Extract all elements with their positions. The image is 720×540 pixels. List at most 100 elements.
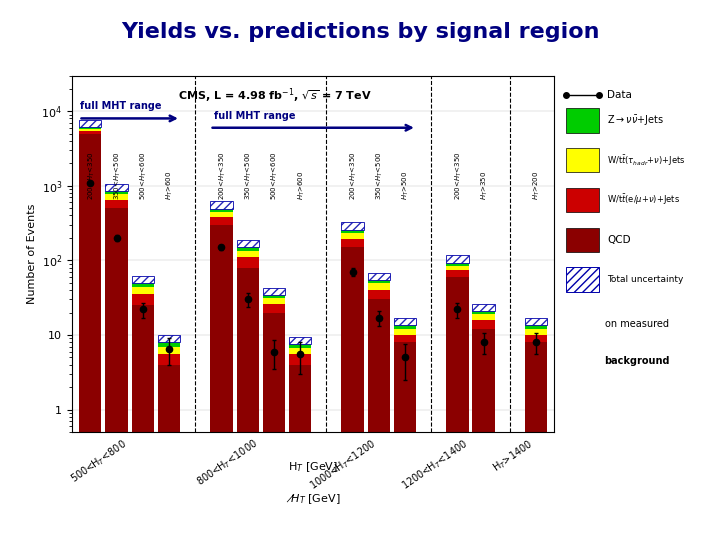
Bar — [566, 188, 599, 212]
Bar — [566, 148, 599, 172]
Text: CMS, L = 4.98 fb$^{-1}$, $\sqrt{s}$ = 7 TeV: CMS, L = 4.98 fb$^{-1}$, $\sqrt{s}$ = 7 … — [178, 86, 372, 105]
Bar — [525, 318, 547, 325]
Text: 350<$\mathit{H}_T$<500: 350<$\mathit{H}_T$<500 — [113, 152, 123, 200]
Bar — [472, 303, 495, 311]
Text: Data: Data — [607, 90, 632, 99]
Y-axis label: Number of Events: Number of Events — [27, 204, 37, 304]
Text: QCD: QCD — [607, 235, 631, 245]
Bar — [341, 230, 364, 233]
Text: on measured: on measured — [606, 320, 669, 329]
Bar — [566, 228, 599, 252]
Bar — [394, 342, 416, 540]
Bar — [263, 288, 285, 295]
Text: 200<$\mathit{H}_T$<350: 200<$\mathit{H}_T$<350 — [454, 152, 464, 200]
Bar — [368, 290, 390, 299]
Bar — [236, 251, 258, 257]
Bar — [236, 268, 258, 540]
Bar — [446, 263, 469, 266]
Bar — [236, 257, 258, 268]
Bar — [105, 191, 127, 194]
Bar — [368, 284, 390, 290]
Bar — [394, 318, 416, 325]
Bar — [341, 247, 364, 540]
Bar — [566, 109, 599, 133]
Bar — [79, 120, 102, 127]
Bar — [566, 267, 599, 292]
Bar — [132, 294, 154, 305]
Text: 200<$\mathit{H}_T$<350: 200<$\mathit{H}_T$<350 — [348, 152, 359, 200]
Bar — [289, 364, 311, 540]
Text: 350<$\mathit{H}_T$<500: 350<$\mathit{H}_T$<500 — [375, 152, 385, 200]
Bar — [132, 287, 154, 294]
Text: 500<$\mathit{H}_T$<600: 500<$\mathit{H}_T$<600 — [139, 152, 149, 200]
Bar — [79, 127, 102, 129]
Bar — [368, 273, 390, 280]
Bar — [263, 295, 285, 298]
Text: 200<$\mathit{H}_T$<350: 200<$\mathit{H}_T$<350 — [86, 152, 96, 200]
Bar — [289, 348, 311, 354]
Bar — [158, 364, 180, 540]
Text: $\not\!\!H_{T}$ [GeV]: $\not\!\!H_{T}$ [GeV] — [286, 491, 341, 506]
Text: W/t$\bar{t}$($\tau_{hadr}$+$\nu$)+Jets: W/t$\bar{t}$($\tau_{hadr}$+$\nu$)+Jets — [607, 153, 685, 167]
Bar — [105, 200, 127, 208]
Bar — [236, 247, 258, 251]
Bar — [105, 184, 127, 191]
Text: $\mathit{H}_T$>200: $\mathit{H}_T$>200 — [532, 171, 542, 200]
Text: 350<$\mathit{H}_T$<500: 350<$\mathit{H}_T$<500 — [244, 152, 254, 200]
Bar — [158, 335, 180, 342]
Text: $\mathit{H}_T$>600: $\mathit{H}_T$>600 — [165, 171, 176, 200]
Text: H$_{T}$ [GeV]: H$_{T}$ [GeV] — [288, 460, 338, 474]
Text: 200<$\mathit{H}_T$<350: 200<$\mathit{H}_T$<350 — [217, 152, 228, 200]
Bar — [394, 335, 416, 342]
Bar — [263, 298, 285, 304]
Text: $\mathit{H}_T$>500: $\mathit{H}_T$>500 — [401, 171, 411, 200]
Bar — [525, 325, 547, 329]
Bar — [472, 314, 495, 320]
Bar — [446, 277, 469, 540]
Bar — [158, 342, 180, 347]
Text: Total uncertainty: Total uncertainty — [607, 275, 683, 284]
Text: W/t$\bar{t}$(e/$\mu$+$\nu$)+Jets: W/t$\bar{t}$(e/$\mu$+$\nu$)+Jets — [607, 193, 680, 207]
Bar — [263, 304, 285, 313]
Bar — [525, 329, 547, 335]
Text: Yields vs. predictions by signal region: Yields vs. predictions by signal region — [121, 22, 599, 43]
Bar — [210, 225, 233, 540]
Bar — [132, 305, 154, 540]
Bar — [446, 255, 469, 263]
Bar — [472, 329, 495, 540]
Bar — [236, 240, 258, 247]
Bar — [446, 266, 469, 269]
Bar — [525, 342, 547, 540]
Bar — [289, 345, 311, 348]
Bar — [394, 329, 416, 335]
Text: $\mathit{H}_T$>600: $\mathit{H}_T$>600 — [297, 171, 307, 200]
Bar — [394, 325, 416, 329]
Bar — [79, 131, 102, 133]
Text: background: background — [605, 356, 670, 366]
Bar — [368, 299, 390, 540]
Bar — [289, 354, 311, 364]
Text: 500<$\mathit{H}_T$<600: 500<$\mathit{H}_T$<600 — [270, 152, 280, 200]
Bar — [210, 208, 233, 212]
Text: full MHT range: full MHT range — [80, 101, 161, 111]
Bar — [210, 212, 233, 217]
Bar — [368, 280, 390, 284]
Bar — [210, 201, 233, 208]
Bar — [446, 269, 469, 277]
Bar — [341, 222, 364, 230]
Bar — [472, 320, 495, 329]
Bar — [105, 194, 127, 200]
Bar — [472, 311, 495, 314]
Bar — [158, 354, 180, 364]
Bar — [341, 239, 364, 247]
Bar — [132, 283, 154, 287]
Bar — [263, 313, 285, 540]
Bar — [289, 337, 311, 345]
Bar — [79, 133, 102, 540]
Bar — [525, 335, 547, 342]
Text: full MHT range: full MHT range — [214, 111, 295, 120]
Text: Z$\rightarrow\nu\bar{\nu}$+Jets: Z$\rightarrow\nu\bar{\nu}$+Jets — [607, 113, 664, 127]
Bar — [132, 275, 154, 283]
Text: $\mathit{H}_T$>350: $\mathit{H}_T$>350 — [480, 171, 490, 200]
Bar — [210, 217, 233, 225]
